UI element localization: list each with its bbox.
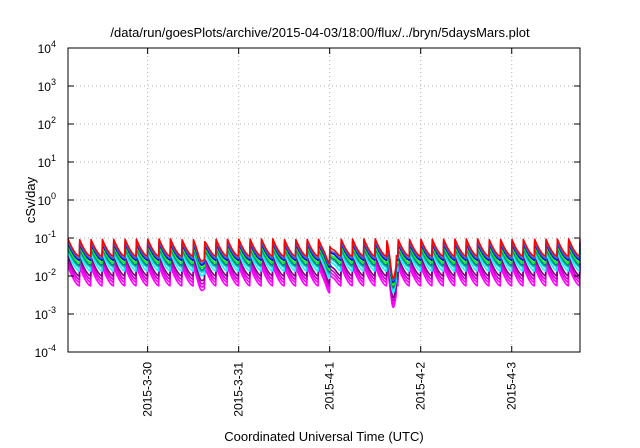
series-line (67, 255, 581, 299)
series-line (67, 251, 581, 294)
series-line (67, 262, 581, 305)
series-line (67, 245, 581, 286)
x-axis-title: Coordinated Universal Time (UTC) (224, 429, 423, 444)
y-tick-label: 10-2 (35, 267, 56, 284)
series-line (67, 240, 581, 282)
x-tick-label: 2015-3-30 (141, 362, 155, 417)
x-tick-label: 2015-4-1 (323, 362, 337, 410)
series-line (67, 238, 581, 280)
y-axis-title: cSv/day (23, 176, 38, 223)
x-tick-label: 2015-4-3 (505, 362, 519, 410)
chart-title: /data/run/goesPlots/archive/2015-04-03/1… (110, 25, 530, 40)
series-line (67, 247, 581, 289)
y-tick-label: 104 (38, 39, 56, 56)
y-tick-label: 103 (38, 77, 56, 94)
series-line (67, 265, 581, 309)
y-tick-label: 101 (38, 153, 56, 170)
axis-ticks: 10-4 10-3 10-2 10-1 100 101 102 103 104 2015-3-30… (35, 39, 580, 417)
y-tick-label: 10-4 (35, 343, 56, 360)
y-tick-label: 102 (38, 115, 56, 132)
series-group (67, 238, 581, 309)
y-tick-label: 10-3 (35, 305, 56, 322)
x-tick-label: 2015-4-2 (414, 362, 428, 410)
y-tick-label: 10-1 (35, 229, 56, 246)
series-line (67, 258, 581, 302)
y-tick-label: 100 (38, 191, 56, 208)
x-tick-label: 2015-3-31 (232, 362, 246, 417)
